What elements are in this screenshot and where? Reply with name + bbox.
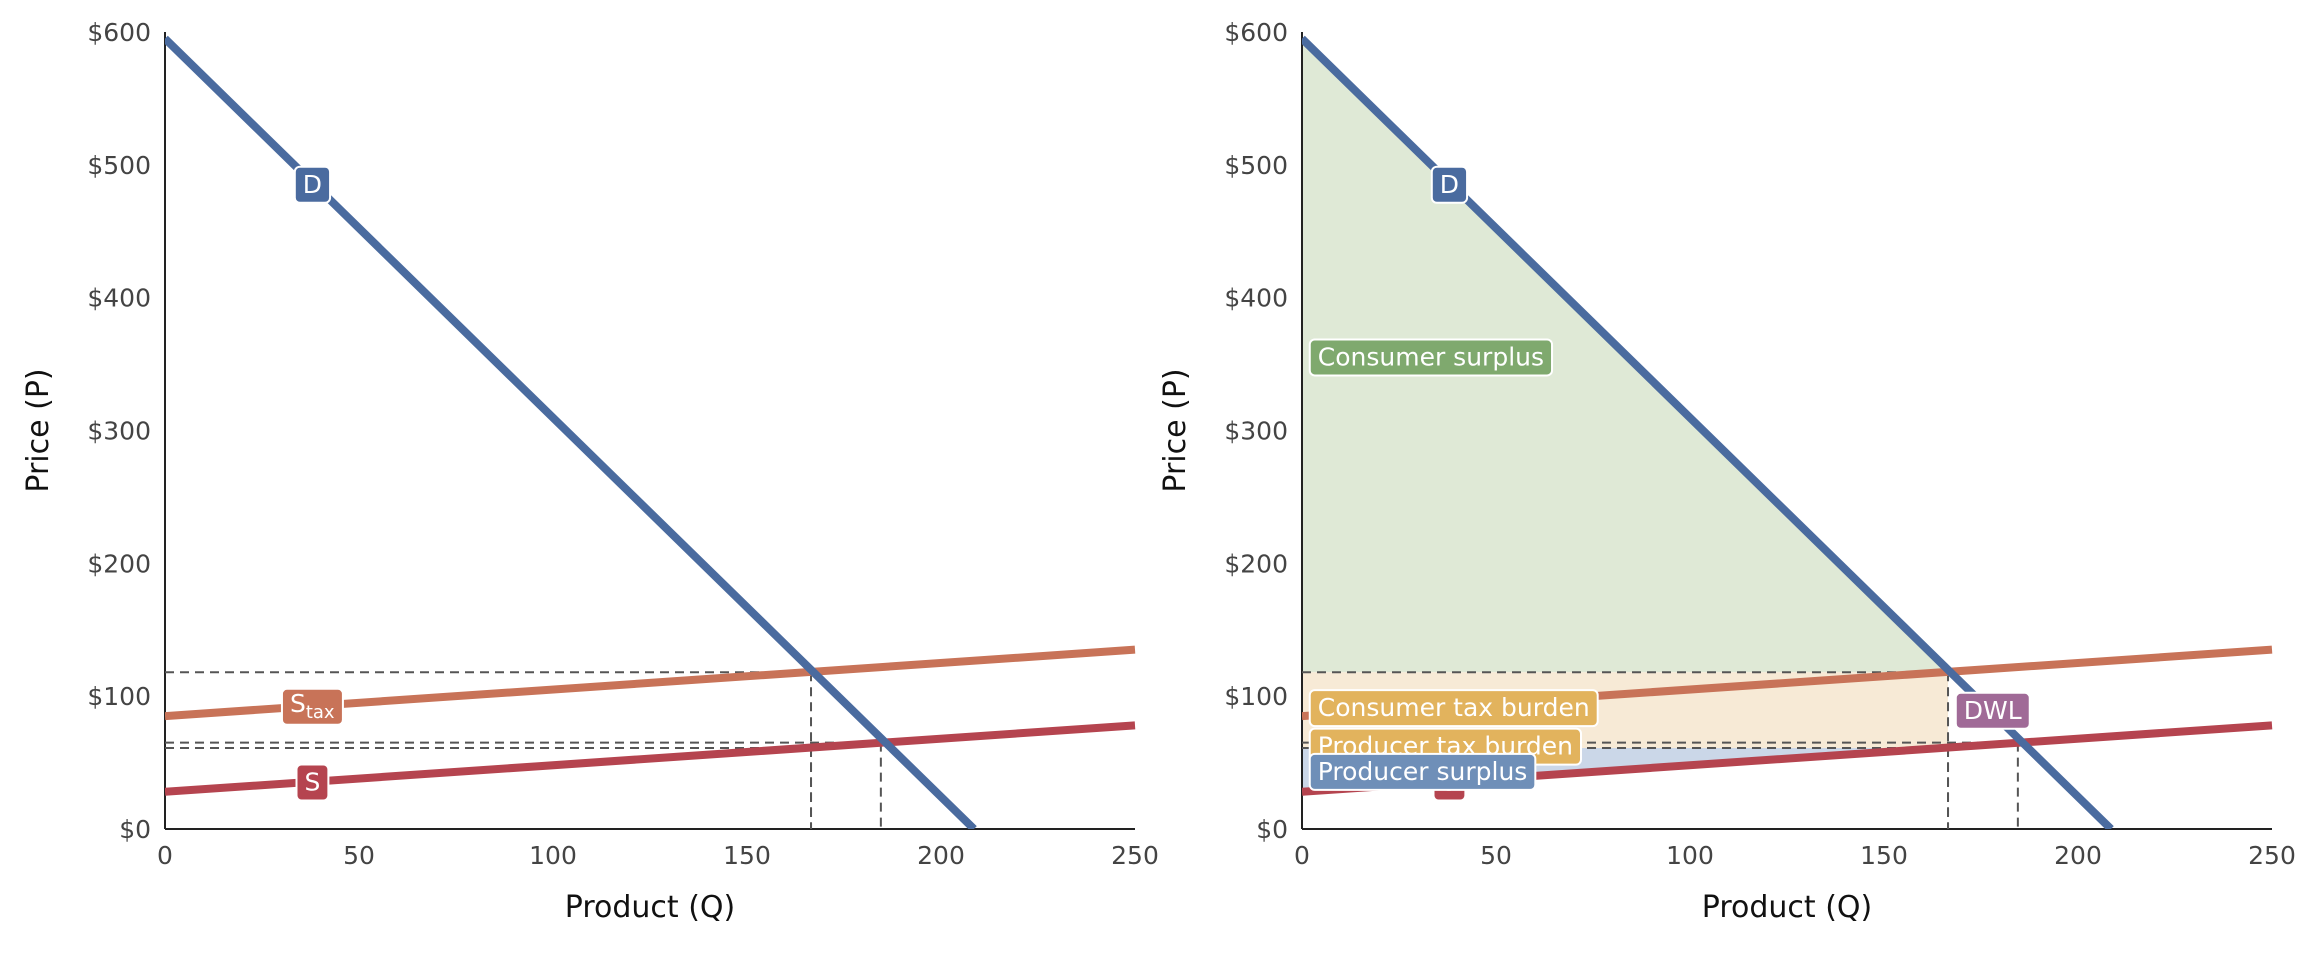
label-box (295, 763, 330, 802)
x-tick-label: 0 (1294, 841, 1310, 870)
series-label-s-tax-text: Stax (290, 689, 335, 723)
y-tick-label: $600 (87, 18, 151, 47)
y-tick-label: $100 (87, 682, 151, 711)
x-axis-title: Product (Q) (1702, 890, 1872, 925)
label-box (1308, 689, 1599, 728)
x-tick-label: 50 (1480, 841, 1512, 870)
series-label-d-text: D (1440, 170, 1459, 199)
y-axis-title: Price (P) (21, 368, 56, 492)
y-tick-label: $0 (1256, 815, 1288, 844)
consumer-tax-burden-label-text: Consumer tax burden (1318, 693, 1590, 722)
x-tick-label: 200 (2054, 841, 2102, 870)
consumer-tax-burden-label: Consumer tax burden (1308, 689, 1599, 728)
y-tick-label: $300 (1224, 417, 1288, 446)
producer-surplus-label-text: Producer surplus (1318, 757, 1528, 786)
y-tick-label: $400 (1224, 284, 1288, 313)
producer-surplus-label: Producer surplus (1308, 752, 1537, 791)
x-tick-label: 150 (1860, 841, 1908, 870)
right-chart-panel: 0 50 100 150 200 250 $0 $100 $200 $300 $400 $500 $60… (1158, 18, 2296, 925)
series-label-d: D (293, 165, 332, 204)
x-tick-label: 100 (1666, 841, 1714, 870)
label-box (1430, 165, 1469, 204)
y-tick-label: $400 (87, 284, 151, 313)
label-box (280, 687, 344, 726)
series-label-s-text: S (305, 768, 321, 797)
y-tick-label: $300 (87, 417, 151, 446)
y-axis-title: Price (P) (1158, 368, 1193, 492)
series-label-d-text: D (303, 170, 322, 199)
label-box (293, 165, 332, 204)
y-tick-label: $200 (87, 549, 151, 578)
x-tick-label: 50 (343, 841, 375, 870)
left-chart-panel: 0 50 100 150 200 250 $0 $100 $200 $300 $400 $500 $60… (21, 18, 1159, 925)
series-label-d: D (1430, 165, 1469, 204)
y-tick-label: $200 (1224, 549, 1288, 578)
x-axis-title: Product (Q) (565, 890, 735, 925)
x-tick-label: 0 (157, 841, 173, 870)
x-tick-label: 100 (529, 841, 577, 870)
y-tick-label: $0 (119, 815, 151, 844)
label-box (1954, 691, 2031, 730)
dwl-label-text: DWL (1964, 696, 2022, 725)
y-tick-label: $500 (1224, 151, 1288, 180)
series-label-s-tax-subscript: tax (306, 702, 335, 723)
x-tick-label: 250 (1111, 841, 1159, 870)
y-tick-label: $100 (1224, 682, 1288, 711)
label-box (1308, 752, 1537, 791)
x-tick-label: 250 (2248, 841, 2296, 870)
series-label-s: S (295, 763, 330, 802)
consumer-surplus-label: Consumer surplus (1308, 338, 1554, 377)
x-tick-label: 200 (917, 841, 965, 870)
dwl-label: DWL (1954, 691, 2031, 730)
label-box (1308, 338, 1554, 377)
consumer-surplus-label-text: Consumer surplus (1318, 342, 1544, 371)
series-label-s-tax: Stax (280, 687, 344, 726)
x-tick-label: 150 (723, 841, 771, 870)
y-tick-label: $600 (1224, 18, 1288, 47)
y-tick-label: $500 (87, 151, 151, 180)
